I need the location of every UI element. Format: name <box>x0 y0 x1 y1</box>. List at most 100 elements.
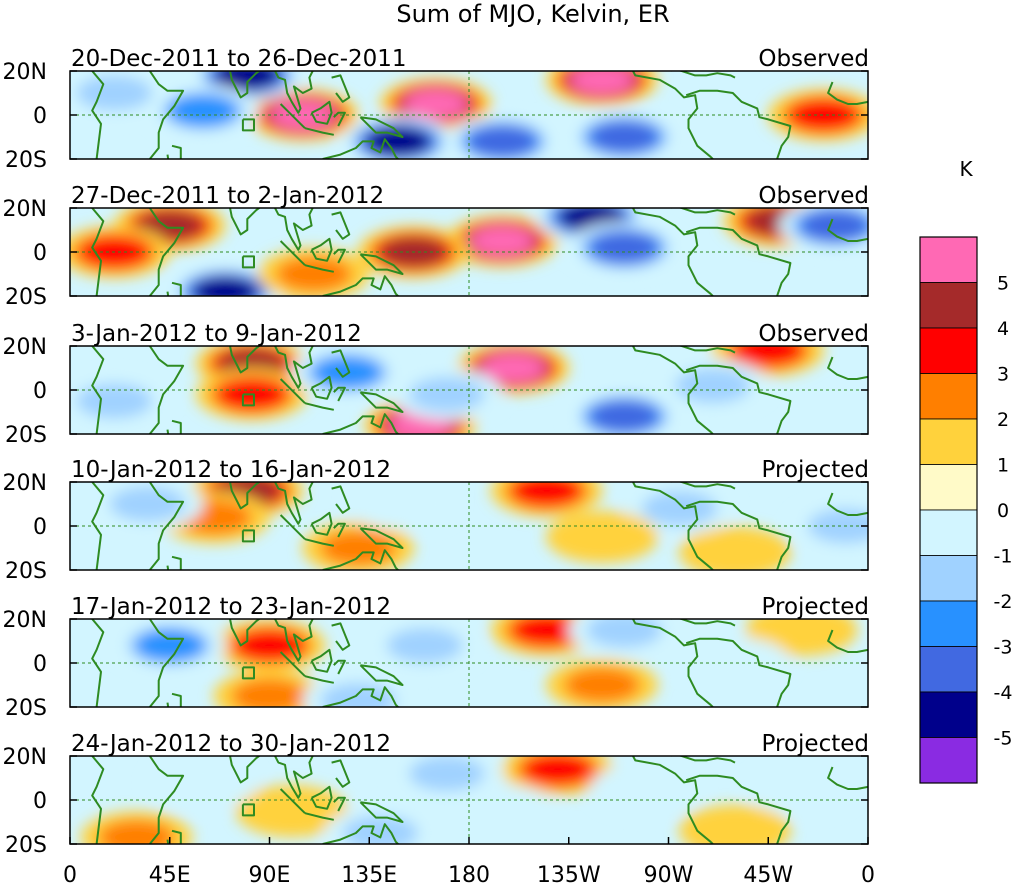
coastline <box>331 74 351 103</box>
panel-date-range: 17-Jan-2012 to 23-Jan-2012 <box>71 594 391 620</box>
coastline <box>166 419 182 434</box>
lat-label: 20N <box>3 335 47 360</box>
anomaly-contour <box>788 98 859 132</box>
coastline <box>632 756 714 844</box>
coastline <box>359 527 404 549</box>
map-panel: 20N 0 20S 27-Dec-2011 to 2-Jan-2012 Observed <box>3 183 869 310</box>
colorbar-swatch <box>919 418 978 465</box>
anomaly-contour <box>733 346 804 367</box>
lon-label: 45E <box>149 863 191 888</box>
anomaly-contour <box>559 517 645 557</box>
anomaly-contour <box>409 376 485 412</box>
coastline <box>148 208 185 296</box>
coastline <box>196 346 314 389</box>
coastline <box>279 240 306 266</box>
anomaly-contour <box>167 94 239 127</box>
coastline <box>685 226 792 296</box>
coastline <box>310 237 333 262</box>
coastline <box>166 144 182 159</box>
lon-label: 0 <box>861 863 875 888</box>
figure-title: Sum of MJO, Kelvin, ER <box>396 0 669 28</box>
lat-label: 20N <box>3 471 47 496</box>
colorbar-swatch <box>919 327 978 374</box>
coastline <box>632 482 714 570</box>
coastline <box>91 71 105 159</box>
anomaly-contour <box>590 400 658 432</box>
coastline <box>304 538 334 547</box>
anomaly-contour <box>511 619 582 647</box>
coastline <box>241 529 255 543</box>
anomaly-contour <box>481 353 546 383</box>
colorbar-label: -5 <box>994 728 1013 750</box>
coastline <box>322 138 400 159</box>
lat-label: 20S <box>5 833 47 858</box>
anomaly-contour <box>320 530 396 566</box>
colorbar-swatch <box>919 282 978 329</box>
anomaly-contour <box>468 125 536 157</box>
anomaly-contour <box>160 762 246 803</box>
coastline <box>196 482 314 525</box>
coastline <box>241 666 255 680</box>
panel-status: Observed <box>758 46 869 72</box>
coastline <box>279 788 306 814</box>
anomaly-contour <box>564 667 640 703</box>
coastline <box>359 116 404 138</box>
anomaly-contour <box>276 256 352 292</box>
colorbar-label: -2 <box>994 591 1013 613</box>
anomaly-contour <box>134 629 205 662</box>
colorbar-swatch <box>919 509 978 556</box>
anomaly-contour <box>109 486 186 522</box>
lon-label: 180 <box>448 863 490 888</box>
coastline <box>279 378 306 404</box>
anomaly-contour <box>692 643 778 683</box>
anomaly-contour <box>403 89 468 119</box>
coastline <box>322 413 400 434</box>
colorbar-label: -3 <box>994 637 1013 659</box>
lon-label: 135E <box>341 863 397 888</box>
anomaly-contour <box>692 810 778 844</box>
coastline <box>304 127 334 136</box>
anomaly-contour <box>98 819 175 844</box>
anomaly-contour <box>76 383 153 419</box>
anomaly-contour <box>758 769 845 809</box>
anomaly-contour <box>409 756 485 792</box>
coastline <box>827 218 868 242</box>
lon-label: 0 <box>63 863 77 888</box>
coastline <box>359 391 404 413</box>
coastlines <box>91 482 868 570</box>
coastline <box>196 208 314 251</box>
map-panel: 20N 0 20S 10-Jan-2012 to 16-Jan-2012 Project… <box>3 457 869 584</box>
coastlines <box>91 71 868 159</box>
anomaly-contour <box>522 756 593 786</box>
anomaly-contour <box>459 791 546 831</box>
lat-label: 0 <box>33 515 47 540</box>
coastline <box>148 756 185 844</box>
coastline <box>310 100 333 125</box>
panel-date-range: 20-Dec-2011 to 26-Dec-2011 <box>71 46 407 72</box>
coastline <box>331 622 351 651</box>
coastline <box>304 675 334 684</box>
coastline <box>632 346 714 434</box>
anomaly-contour <box>569 71 635 95</box>
anomaly-contour <box>386 627 463 663</box>
coastline <box>331 211 351 240</box>
colorbar-label: 5 <box>997 273 1009 295</box>
coastline <box>304 812 334 821</box>
panel-stack: 20N 0 20S 20-Dec-2011 to 26-Dec-2011 Observe… <box>3 46 869 858</box>
coastline <box>670 71 736 79</box>
anomaly-contour <box>590 121 658 153</box>
coastline <box>148 71 185 159</box>
coastline <box>91 756 105 844</box>
coastline <box>827 81 868 105</box>
lon-label: 90E <box>249 863 291 888</box>
anomaly-contour <box>76 75 153 111</box>
coastline <box>685 774 792 844</box>
panel-status: Projected <box>762 594 869 620</box>
coastline <box>91 346 105 434</box>
anomaly-contour <box>248 791 335 831</box>
anomaly-contour <box>511 482 582 508</box>
coastline <box>166 555 182 570</box>
colorbar-swatch <box>919 737 978 784</box>
colorbar-label: 4 <box>997 318 1009 340</box>
